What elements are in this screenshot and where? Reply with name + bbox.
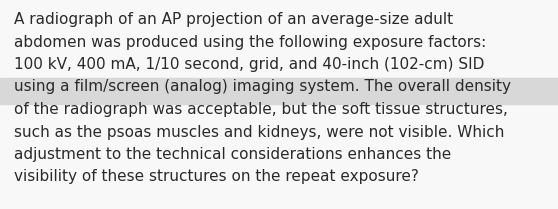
Text: such as the psoas muscles and kidneys, were not visible. Which: such as the psoas muscles and kidneys, w… [14,125,504,139]
Text: of the radiograph was acceptable, but the soft tissue structures,: of the radiograph was acceptable, but th… [14,102,508,117]
Text: 100 kV, 400 mA, 1/10 second, grid, and 40-inch (102-cm) SID: 100 kV, 400 mA, 1/10 second, grid, and 4… [14,57,484,72]
Text: adjustment to the technical considerations enhances the: adjustment to the technical consideratio… [14,147,451,162]
Text: visibility of these structures on the repeat exposure?: visibility of these structures on the re… [14,169,419,185]
Text: abdomen was produced using the following exposure factors:: abdomen was produced using the following… [14,34,486,50]
Text: A radiograph of an AP projection of an average-size adult: A radiograph of an AP projection of an a… [14,12,453,27]
Bar [0,78,558,104]
Text: using a film/screen (analog) imaging system. The overall density: using a film/screen (analog) imaging sys… [14,79,511,94]
